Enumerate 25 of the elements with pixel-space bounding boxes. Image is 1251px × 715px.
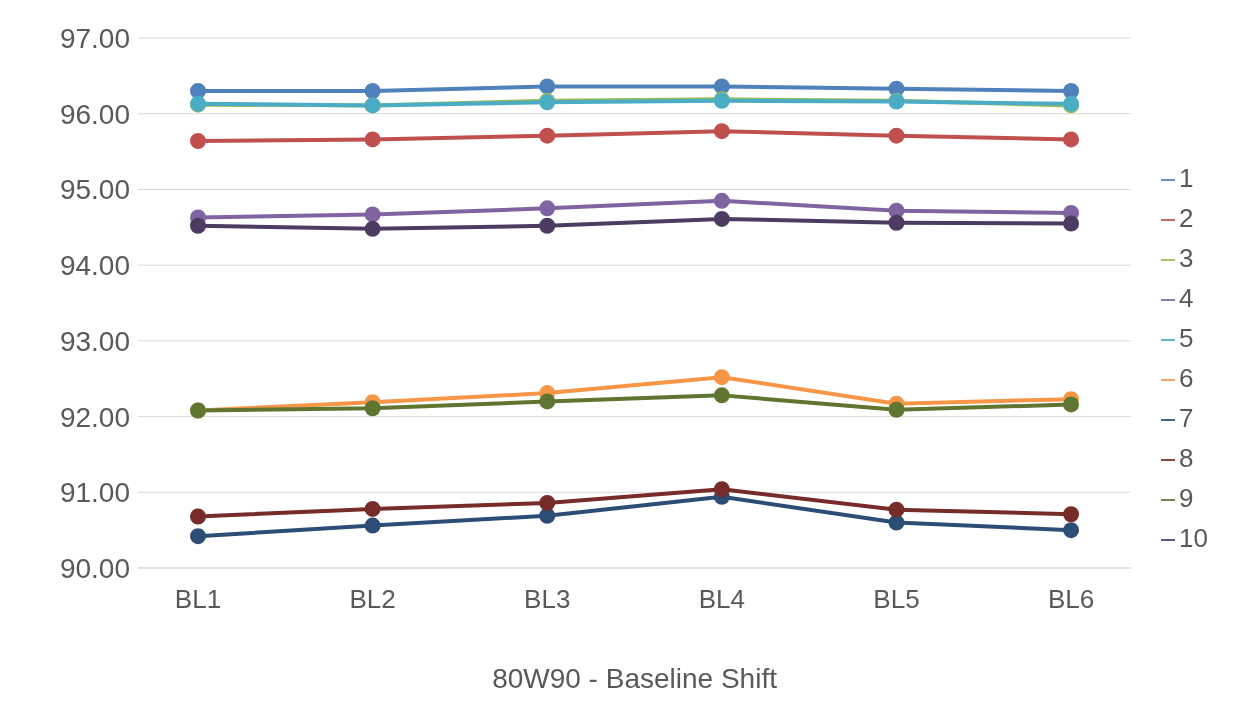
- legend-label: 9: [1179, 483, 1194, 513]
- legend-label: 3: [1179, 243, 1194, 273]
- legend-label: 7: [1179, 403, 1194, 433]
- legend-label: 10: [1179, 523, 1208, 553]
- y-tick-label: 91.00: [59, 477, 130, 509]
- x-tick-label: BL6: [1047, 584, 1095, 615]
- legend-label: 8: [1179, 443, 1194, 473]
- x-tick-label: BL4: [698, 584, 745, 615]
- legend-label: 2: [1179, 203, 1194, 233]
- legend-label: 1: [1179, 163, 1194, 193]
- legend-label: 5: [1179, 323, 1194, 353]
- legend-label: 6: [1179, 363, 1194, 393]
- y-tick-label: 96.00: [59, 98, 130, 130]
- y-tick-label: 97.00: [59, 22, 130, 54]
- y-tick-label: 94.00: [59, 250, 130, 282]
- x-tick-label: BL2: [349, 584, 396, 615]
- x-tick-label: BL1: [174, 584, 222, 615]
- x-axis-title: 80W90 - Baseline Shift: [492, 663, 778, 694]
- y-tick-label: 90.00: [59, 552, 130, 584]
- y-tick-label: 92.00: [59, 401, 130, 433]
- x-tick-label: BL3: [524, 584, 571, 615]
- y-tick-label: 93.00: [59, 325, 130, 357]
- y-tick-label: 95.00: [59, 174, 130, 206]
- x-tick-label: BL5: [873, 584, 920, 615]
- legend-label: 4: [1179, 283, 1194, 313]
